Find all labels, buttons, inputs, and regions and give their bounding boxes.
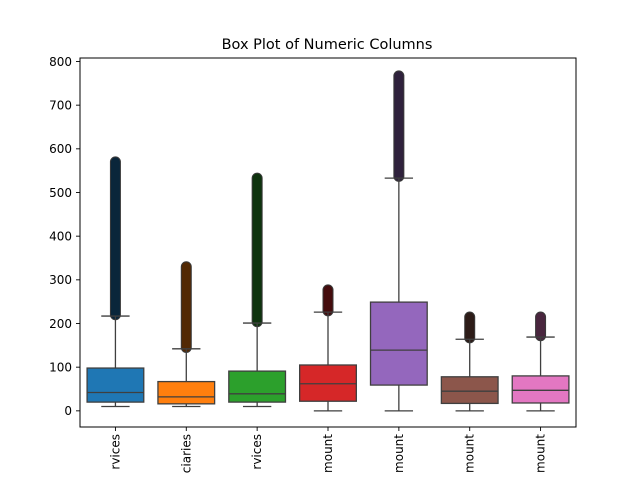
- chart-title: Box Plot of Numeric Columns: [222, 37, 433, 53]
- y-tick-label: 800: [49, 55, 72, 69]
- box-iqr: [86, 367, 145, 403]
- box-iqr: [369, 301, 428, 386]
- x-tick-label: rvices: [108, 434, 122, 470]
- x-tick-label: ciaries: [179, 434, 193, 473]
- y-tick-label: 700: [49, 98, 72, 112]
- outlier-points: [251, 172, 263, 328]
- x-tick-label: mount: [463, 434, 477, 473]
- box-iqr: [299, 364, 357, 402]
- y-tick-label: 600: [49, 142, 72, 156]
- y-tick-label: 0: [64, 404, 72, 418]
- y-tick-label: 500: [49, 186, 72, 200]
- y-tick-label: 400: [49, 229, 72, 243]
- outlier-points: [180, 261, 192, 354]
- x-tick-label: mount: [392, 434, 406, 473]
- x-tick-label: rvices: [250, 434, 264, 470]
- box-iqr: [157, 380, 216, 405]
- outlier-points: [322, 284, 334, 317]
- x-tick-label: mount: [321, 434, 335, 473]
- box-iqr: [440, 376, 499, 405]
- x-tick-label: mount: [534, 434, 548, 473]
- box-iqr: [228, 370, 287, 403]
- axes-frame: [79, 57, 577, 428]
- y-tick-label: 100: [49, 360, 72, 374]
- y-tick-label: 200: [49, 317, 72, 331]
- y-tick-label: 300: [49, 273, 72, 287]
- outlier-points: [464, 311, 476, 344]
- box-iqr: [511, 375, 570, 404]
- outlier-points: [393, 70, 405, 182]
- plot-area: rvices ciaries rvices mount mount mount mount 0…: [49, 55, 577, 473]
- outlier-points: [109, 156, 121, 321]
